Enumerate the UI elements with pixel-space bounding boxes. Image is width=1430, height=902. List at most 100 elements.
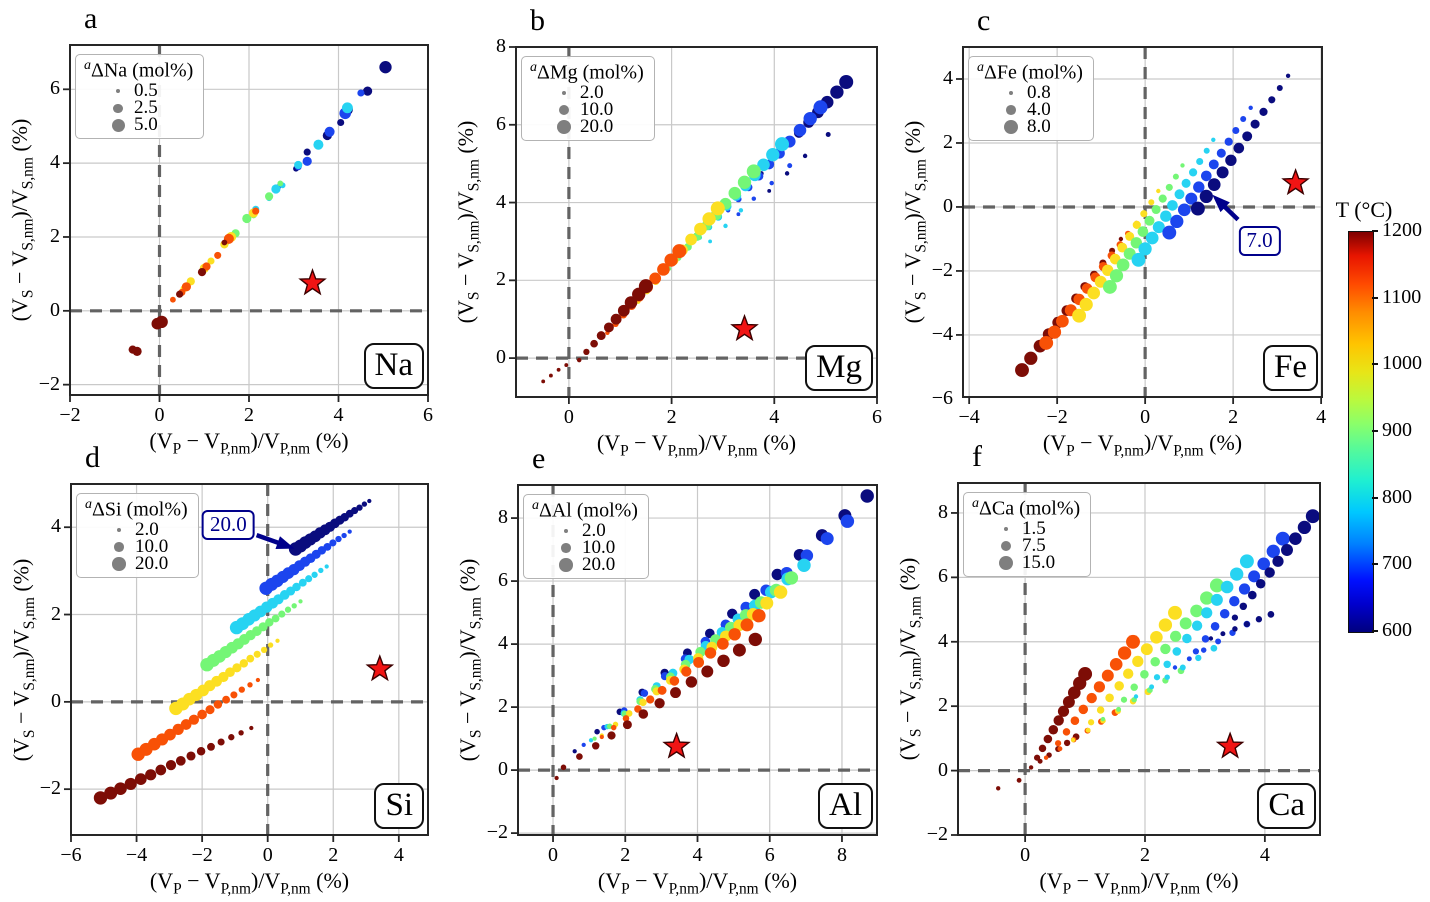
data-point [186,751,196,761]
legend-title: aΔFe (mol%) [977,60,1083,84]
data-point [1224,137,1233,146]
panel-letter-e: e [532,442,546,475]
legend-size-dot-icon [1003,526,1009,532]
data-point [379,61,392,74]
data-point [1162,225,1177,240]
legend-size-dot-icon [999,556,1013,571]
series-1100C [1039,220,1139,350]
data-point [728,186,742,200]
data-point [1056,314,1069,328]
data-point [165,759,177,771]
data-point [736,212,741,217]
data-point [1145,231,1159,245]
x-tick-label: 4 [769,406,780,428]
legend-item: 2.5 [84,97,193,119]
data-point [1285,73,1291,78]
data-point [132,346,142,356]
scatter-points [93,498,372,805]
colorbar-title: T (°C) [1335,197,1393,222]
y-tick-label: 4 [938,629,948,652]
data-point [787,163,793,169]
x-tick-label: 4 [1259,844,1270,866]
data-point [1057,746,1063,752]
data-point [303,148,311,156]
scatter-points [554,489,874,781]
legend-box: aΔMg (mol%) 2.0 10.0 20.0 [521,56,655,141]
data-point [298,578,307,587]
data-point [1140,643,1153,656]
series-1200C [128,239,228,356]
data-point [1169,630,1182,642]
x-axis-label: (VP − VP,nm)/VP,nm (%) [149,428,349,458]
legend-size-dot-icon [563,529,569,534]
legend-size-dot-icon [561,90,567,96]
legend-item-label: 2.5 [134,97,158,119]
data-point [1266,544,1280,558]
data-point [1264,567,1275,578]
legend-item: 10.0 [85,536,188,557]
data-point [1248,570,1261,583]
legend-size-dot-icon [1001,541,1011,552]
data-point [1190,201,1205,216]
legend-box: aΔAl (mol%) 2.0 10.0 20.0 [523,494,649,579]
data-point [1232,626,1238,632]
legend-size-dot-icon [115,89,121,94]
data-point [1174,189,1185,200]
data-point [1191,620,1203,631]
data-point [1207,178,1221,191]
data-point [1117,646,1132,660]
data-point [1220,631,1226,637]
series-600C [1208,509,1320,641]
y-tick-label: 0 [943,194,953,217]
legend-box: aΔCa (mol%) 1.5 7.5 15.0 [963,492,1092,577]
data-point [1100,716,1106,722]
data-point [592,736,597,741]
data-point [1232,126,1240,135]
data-point [246,654,255,663]
tick-marks [63,88,429,402]
tick-marks [509,46,878,404]
data-point [1138,242,1152,256]
data-point [1062,696,1075,708]
series-1100C [599,608,766,740]
series-700C [259,529,352,596]
data-point [752,608,766,623]
data-point [337,118,345,127]
colorbar-tick-mark [1372,230,1378,232]
data-point [265,192,274,201]
data-point [1200,170,1212,182]
data-point [341,532,347,539]
legend-item-label: 1.5 [1021,518,1046,540]
legend-size-dot-icon [559,105,569,116]
legend-item: 20.0 [532,554,638,575]
data-point [1208,636,1214,641]
data-point [1248,105,1253,110]
data-point [554,775,559,781]
y-tick-label: 2 [50,224,60,247]
series-1200C [996,667,1093,791]
data-point [1158,618,1173,632]
legend-size-dot-icon [116,528,122,533]
data-point [267,642,274,648]
data-point [657,263,670,276]
data-point [292,582,301,592]
data-point [247,682,253,688]
data-point [1201,607,1213,619]
legend-item-label: 15.0 [1021,552,1056,574]
data-point [1048,724,1059,735]
y-tick-label: 8 [498,506,508,529]
legend-box: aΔFe (mol%) 0.8 4.0 8.0 [968,56,1094,141]
data-point [181,282,191,292]
data-point [255,677,261,683]
data-point [610,313,622,325]
data-point [624,296,638,309]
data-point [784,171,790,176]
data-point [284,606,292,613]
data-point [1033,754,1041,761]
series-600C [288,498,372,556]
data-point [583,348,590,356]
data-point [1220,580,1234,594]
data-point [825,132,831,137]
zero-dashed-lines [70,45,428,395]
